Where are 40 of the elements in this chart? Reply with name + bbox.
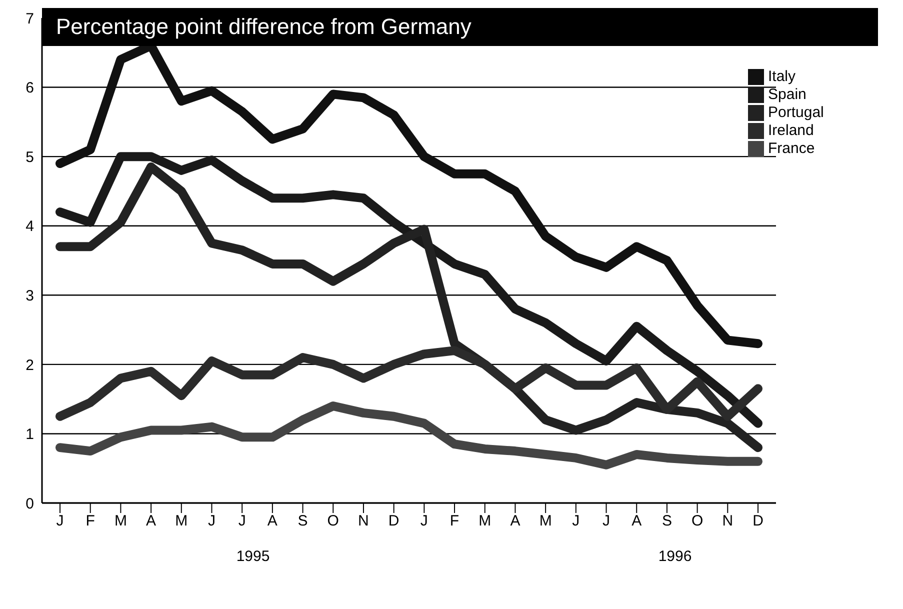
y-tick-label: 7 (26, 10, 34, 28)
text: 1996 (657, 548, 693, 565)
x-tick-label: N (722, 512, 734, 530)
x-tick-label: J (238, 512, 246, 530)
x-tick-label: O (691, 512, 704, 530)
x-tick-label: J (602, 512, 610, 530)
x-tick-label: J (420, 512, 428, 530)
x-tick-label: F (86, 512, 95, 530)
y-tick-label: 5 (26, 148, 34, 166)
x-tick-label: A (510, 512, 520, 530)
x-tick-label: S (298, 512, 308, 530)
legend-label: Portugal (768, 104, 824, 121)
x-tick-label: M (539, 512, 552, 530)
x-tick-label: J (56, 512, 64, 530)
title-banner: Percentage point difference from Germany (42, 8, 878, 46)
legend-label: Spain (768, 86, 806, 103)
x-tick-label: M (175, 512, 188, 530)
legend-label: France (768, 140, 815, 157)
legend-label: Italy (768, 68, 796, 85)
x-tick-label: A (146, 512, 156, 530)
x-tick-label: D (752, 512, 764, 530)
x-tick-label: A (267, 512, 278, 530)
x-tick-label: J (572, 512, 580, 530)
y-tick-label: 6 (26, 80, 34, 97)
x-tick-label: D (388, 512, 400, 530)
x-tick-label: M (114, 512, 127, 530)
text: 1995 (235, 548, 271, 565)
x-tick-label: M (478, 512, 492, 530)
x-tick-label: F (450, 512, 460, 530)
x-tick-label: O (327, 512, 339, 530)
x-tick-label: A (632, 512, 642, 530)
y-tick-label: 3 (26, 287, 34, 304)
y-tick-label: 4 (26, 218, 34, 236)
x-tick-label: N (358, 512, 369, 530)
x-tick-label: J (208, 512, 216, 530)
y-tick-label: 2 (26, 356, 34, 374)
y-tick-label: 0 (26, 495, 34, 512)
legend-label: Ireland (768, 122, 814, 139)
x-tick-label: S (662, 512, 672, 530)
y-tick-label: 1 (26, 426, 34, 444)
